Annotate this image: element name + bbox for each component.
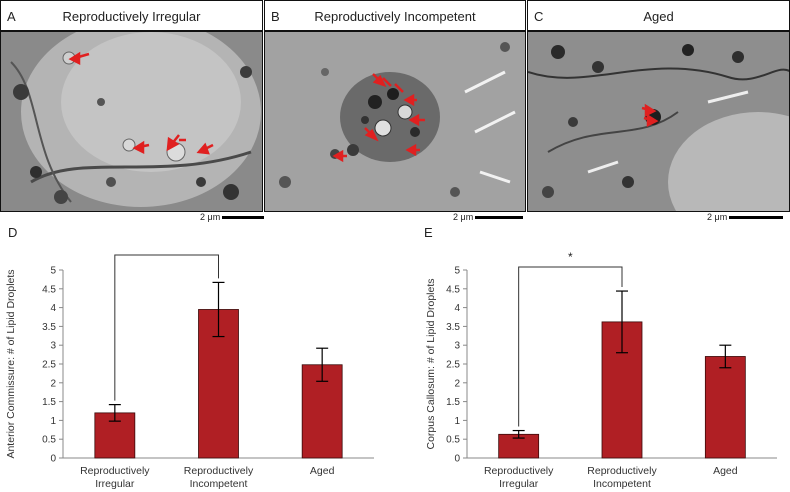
lipid-droplet-arrows	[332, 73, 425, 163]
panel-letter: B	[271, 9, 280, 24]
x-tick-label: Reproductively	[184, 465, 254, 477]
scale-bar-label: 2 μm	[453, 212, 474, 222]
scale-bar: 2 μm	[200, 212, 266, 226]
significance-star: *	[568, 250, 573, 264]
lipid-droplet-arrows	[68, 51, 214, 155]
scale-bar: 2 μm	[453, 212, 525, 226]
x-tick-label: Incompetent	[190, 478, 248, 490]
scale-bar-label: 2 μm	[707, 212, 728, 222]
micrograph-texture	[265, 32, 525, 211]
panel-header: A Reproductively Irregular	[0, 0, 263, 31]
panel-letter: A	[7, 9, 16, 24]
micrograph-texture	[1, 32, 262, 211]
x-tick-label: Aged	[713, 465, 738, 477]
significance-bracket	[114, 254, 219, 401]
x-tick-label: Irregular	[95, 478, 135, 490]
scale-bar-line	[729, 216, 783, 219]
y-axis-label: Anterior Commissure: # of Lipid Droplets	[5, 269, 17, 458]
y-tick-label: 2.5	[446, 360, 460, 371]
y-tick-label: 3	[454, 341, 460, 352]
panel-title: Reproductively Irregular	[62, 9, 201, 24]
y-tick-label: 3.5	[446, 322, 460, 333]
scale-bar-line	[222, 216, 264, 219]
y-tick-label: 2	[50, 378, 56, 389]
significance-star: *	[164, 250, 169, 252]
y-tick-label: 1.5	[446, 397, 460, 408]
panel-letter: C	[534, 9, 544, 24]
y-tick-label: 5	[50, 266, 56, 277]
x-tick-label: Reproductively	[587, 465, 657, 477]
y-tick-label: 2.5	[42, 360, 56, 371]
y-tick-label: 4.5	[42, 284, 56, 295]
x-tick-label: Incompetent	[593, 478, 651, 490]
panel-letter: D	[8, 225, 18, 240]
significance-bracket	[518, 266, 623, 427]
micrograph-image	[0, 31, 263, 212]
y-axis-label: Corpus Callosum: # of Lipid Droplets	[425, 279, 437, 450]
x-tick-label: Reproductively	[484, 465, 554, 477]
y-tick-label: 0	[454, 454, 460, 465]
y-tick-label: 1.5	[42, 397, 56, 408]
x-tick-label: Aged	[310, 465, 335, 477]
chart-anterior-commissure: 0 0.5 1 1.5 2 2.5 3 3.5 4 4.5 5 Anterior Commissure…	[5, 250, 374, 490]
bar	[704, 356, 746, 459]
chart-corpus-callosum: 0 0.5 1 1.5 2 2.5 3 3.5 4 4.5 5 Corpus Callosum: # …	[425, 250, 777, 490]
y-tick-label: 0.5	[446, 435, 460, 446]
y-tick-label: 4.5	[446, 284, 460, 295]
micrograph-image	[264, 31, 526, 212]
micrograph-panel-a: A Reproductively Irregular	[0, 0, 263, 212]
y-tick-label: 0.5	[42, 435, 56, 446]
micrograph-panel-b: B Reproductively Incompetent	[264, 0, 526, 212]
scale-bar-label: 2 μm	[200, 212, 221, 222]
panel-header: B Reproductively Incompetent	[264, 0, 526, 31]
x-tick-label: Reproductively	[80, 465, 150, 477]
y-tick-label: 4	[454, 303, 460, 314]
scale-bar-line	[475, 216, 523, 219]
panel-title: Reproductively Incompetent	[314, 9, 476, 24]
lipid-droplet-arrows	[641, 103, 659, 128]
panel-title: Aged	[643, 9, 674, 24]
y-tick-label: 3.5	[42, 322, 56, 333]
y-tick-label: 0	[50, 454, 56, 465]
micrograph-panel-c: C Aged	[527, 0, 790, 212]
y-tick-label: 1	[454, 416, 460, 427]
y-tick-label: 1	[50, 416, 56, 427]
scale-bar: 2 μm	[707, 212, 783, 226]
panel-header: C Aged	[527, 0, 790, 31]
micrograph-image	[527, 31, 790, 212]
panel-letter: E	[424, 225, 433, 240]
y-tick-label: 5	[454, 266, 460, 277]
y-tick-label: 2	[454, 378, 460, 389]
y-tick-label: 4	[50, 303, 56, 314]
y-tick-label: 3	[50, 341, 56, 352]
micrograph-texture	[528, 32, 789, 211]
x-tick-label: Irregular	[499, 478, 539, 490]
